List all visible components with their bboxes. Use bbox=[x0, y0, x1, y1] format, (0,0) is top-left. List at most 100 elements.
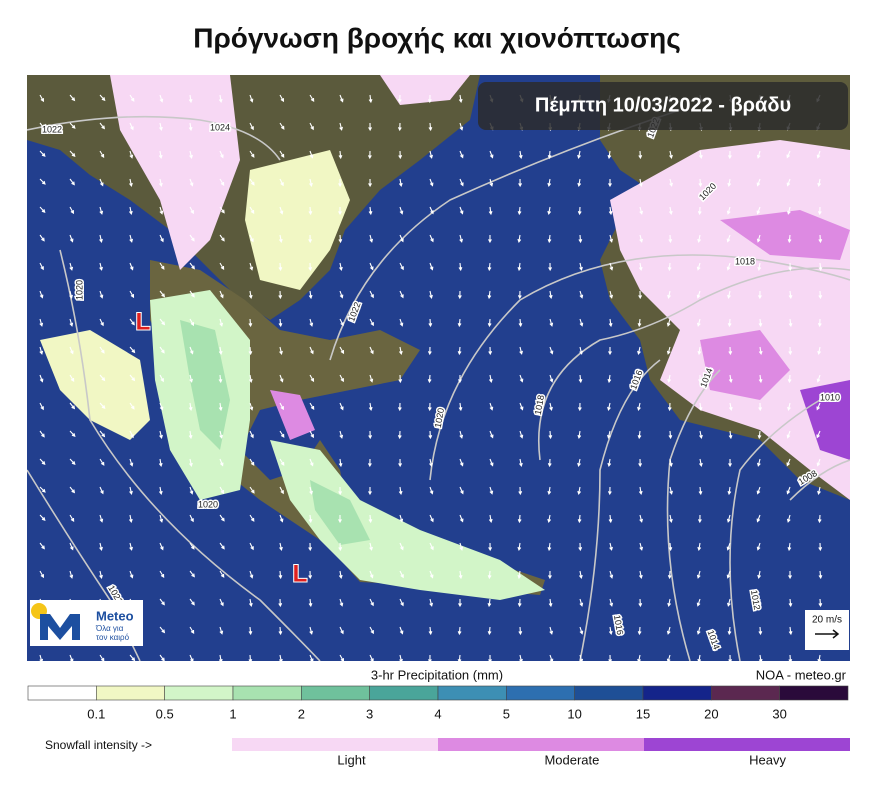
wind-arrow bbox=[278, 318, 283, 328]
wind-arrow bbox=[249, 486, 255, 494]
wind-arrow bbox=[428, 430, 433, 440]
precip-tick-label: 0.1 bbox=[87, 706, 105, 721]
wind-arrow bbox=[189, 570, 195, 578]
wind-arrow bbox=[368, 94, 373, 104]
wind-arrow bbox=[727, 178, 732, 188]
wind-arrow bbox=[309, 178, 313, 187]
wind-arrow bbox=[787, 206, 791, 215]
wind-arrow bbox=[429, 514, 434, 523]
wind-arrow bbox=[547, 178, 552, 188]
wind-arrow bbox=[577, 206, 582, 216]
wind-arrow bbox=[369, 234, 374, 243]
wind-arrow bbox=[607, 430, 611, 439]
wind-arrow bbox=[699, 458, 703, 467]
wind-arrow bbox=[818, 570, 823, 580]
wind-arrow bbox=[248, 654, 253, 661]
wind-arrow bbox=[696, 598, 701, 607]
wind-arrow bbox=[99, 234, 103, 243]
wind-arrow bbox=[549, 374, 554, 383]
wind-arrow bbox=[429, 178, 434, 187]
wind-arrow bbox=[69, 374, 75, 382]
wind-arrow bbox=[398, 150, 403, 160]
isobar-label: 1010 bbox=[820, 392, 840, 402]
wind-arrow bbox=[726, 234, 731, 243]
wind-arrow bbox=[248, 290, 253, 300]
wind-arrow bbox=[786, 514, 791, 523]
wind-scale-label: 20 m/s bbox=[812, 615, 842, 626]
wind-arrow bbox=[517, 542, 522, 552]
wind-arrow bbox=[308, 290, 313, 300]
wind-arrow bbox=[459, 234, 463, 243]
wind-arrow bbox=[99, 570, 103, 579]
wind-arrow bbox=[487, 318, 492, 328]
wind-arrow bbox=[609, 262, 614, 271]
wind-arrow bbox=[219, 234, 225, 242]
wind-arrow bbox=[788, 570, 792, 580]
wind-arrow bbox=[248, 598, 253, 608]
wind-arrow bbox=[608, 178, 612, 188]
wind-arrow bbox=[39, 178, 46, 185]
wind-arrow bbox=[339, 430, 344, 439]
wind-arrow bbox=[309, 654, 314, 661]
snow-area bbox=[380, 75, 470, 105]
wind-arrow bbox=[159, 206, 164, 215]
wind-arrow bbox=[548, 430, 553, 440]
wind-arrow bbox=[696, 262, 701, 271]
wind-arrow bbox=[578, 374, 583, 384]
wind-arrow bbox=[609, 570, 614, 579]
wind-arrow bbox=[249, 122, 254, 131]
precip-swatch bbox=[642, 685, 712, 701]
wind-arrow bbox=[339, 374, 344, 383]
wind-arrow bbox=[368, 486, 372, 496]
wind-arrow bbox=[189, 150, 193, 159]
precip-swatch bbox=[574, 685, 644, 701]
wind-arrow bbox=[487, 262, 492, 272]
wind-arrow bbox=[339, 122, 343, 131]
wind-arrow bbox=[639, 514, 643, 523]
wind-arrow bbox=[219, 458, 224, 467]
wind-arrow bbox=[638, 486, 643, 496]
wind-arrow bbox=[547, 206, 552, 216]
wind-arrow bbox=[39, 654, 44, 661]
precip-swatch bbox=[301, 685, 370, 701]
wind-arrow bbox=[369, 654, 374, 661]
wind-arrow bbox=[39, 542, 45, 550]
wind-arrow bbox=[577, 402, 582, 412]
wind-arrow bbox=[519, 430, 524, 439]
wind-arrow bbox=[609, 234, 613, 243]
wind-arrow bbox=[488, 374, 493, 384]
low-pressure-marker: L bbox=[293, 560, 308, 587]
wind-arrow bbox=[69, 514, 75, 522]
precip-swatch bbox=[232, 685, 302, 701]
wind-arrow bbox=[129, 430, 134, 439]
wind-arrow bbox=[577, 486, 582, 496]
logo-tagline: Όλα για bbox=[95, 624, 124, 633]
wind-arrow bbox=[728, 346, 733, 356]
wind-arrow bbox=[338, 206, 342, 216]
wind-arrow bbox=[636, 374, 641, 383]
wind-arrow bbox=[339, 626, 344, 635]
wind-arrow bbox=[189, 206, 194, 215]
wind-arrow bbox=[248, 346, 253, 356]
wind-arrow bbox=[279, 374, 284, 383]
wind-arrow bbox=[457, 290, 462, 300]
wind-arrow bbox=[249, 402, 254, 411]
wind-arrow bbox=[369, 542, 373, 551]
wind-arrow bbox=[488, 234, 492, 244]
wind-arrow bbox=[278, 262, 283, 272]
wind-arrow bbox=[159, 402, 164, 411]
wind-arrow bbox=[249, 94, 254, 103]
wind-arrow bbox=[159, 290, 166, 298]
snow-legend: Light Moderate Heavy bbox=[232, 738, 850, 767]
precip-tick-label: 30 bbox=[772, 706, 786, 721]
precip-swatch bbox=[27, 685, 97, 701]
wind-arrow bbox=[698, 178, 703, 188]
wind-arrow bbox=[278, 290, 283, 300]
wind-arrow bbox=[547, 542, 552, 552]
wind-arrow bbox=[279, 542, 283, 551]
wind-arrow bbox=[278, 570, 283, 580]
wind-arrow bbox=[756, 206, 761, 215]
wind-arrow bbox=[667, 402, 672, 412]
snow-level-label: Moderate bbox=[544, 752, 599, 767]
